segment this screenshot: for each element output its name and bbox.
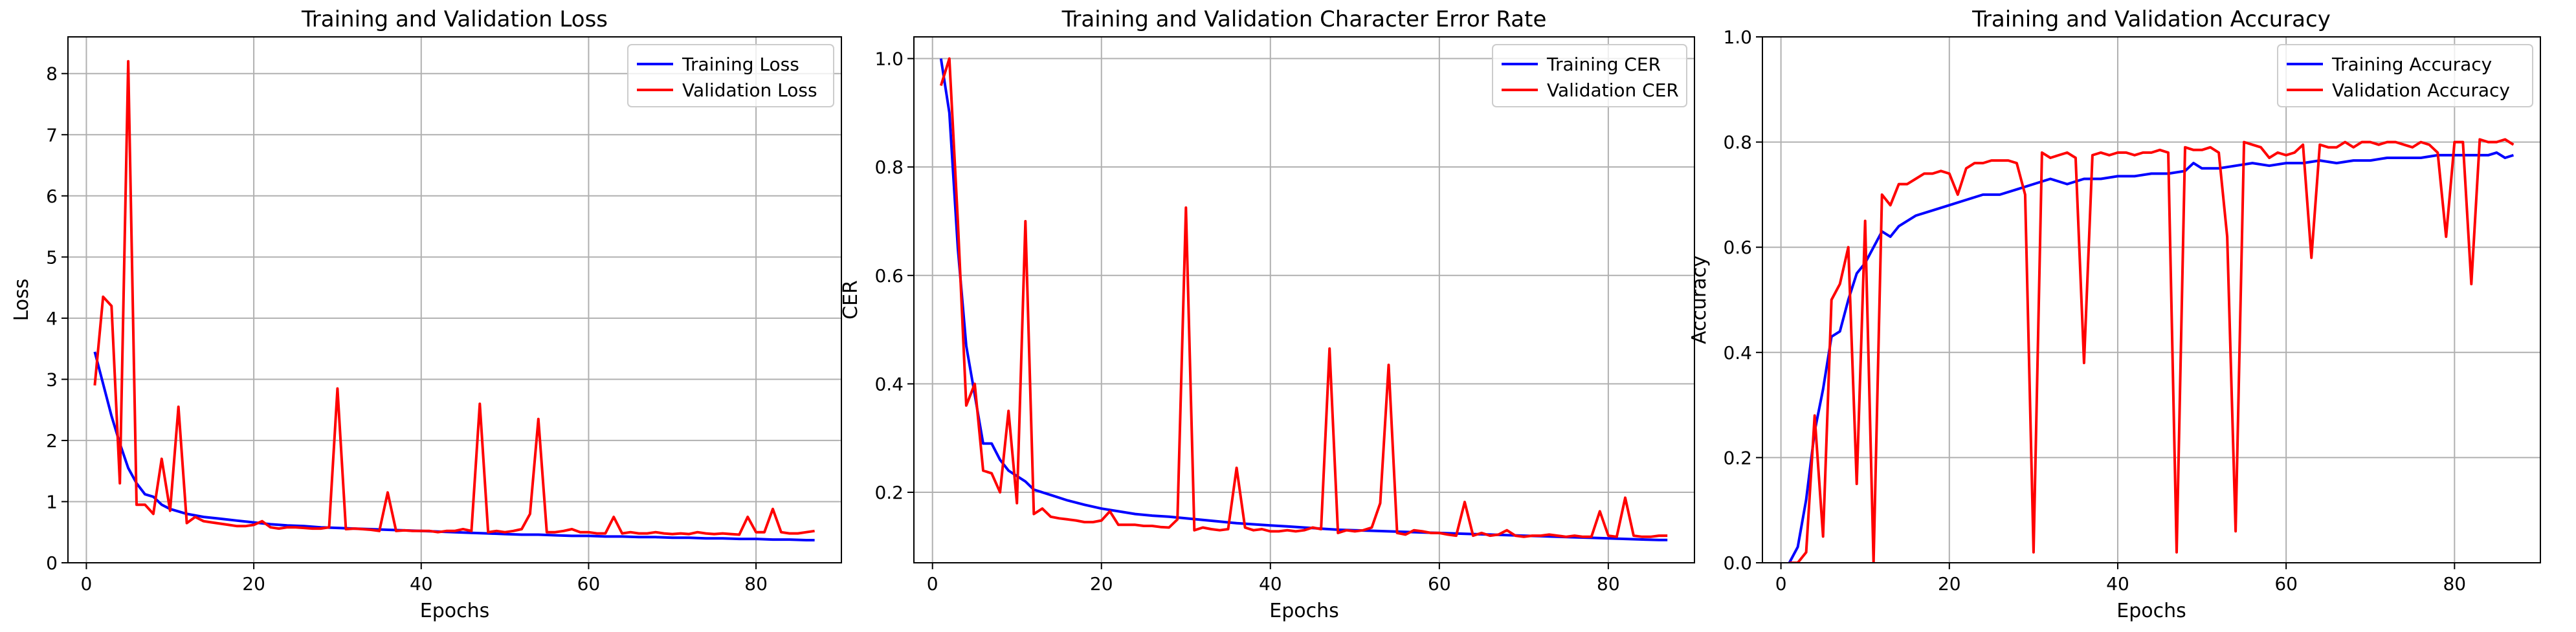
x-axis-label: Epochs <box>2116 600 2186 622</box>
legend: Training Loss Validation Loss <box>627 44 834 107</box>
y-axis-label: Loss <box>10 279 33 321</box>
y-axis-label: Accuracy <box>1688 256 1711 344</box>
legend-label: Validation Accuracy <box>2332 80 2510 101</box>
x-tick-label: 60 <box>1428 573 1451 594</box>
legend-box <box>2277 44 2533 107</box>
y-tick-label: 7 <box>46 124 58 146</box>
x-tick-label: 20 <box>1938 573 1961 594</box>
plot-frame <box>1762 36 2541 563</box>
series-line-training <box>1788 151 2515 563</box>
y-tick-label: 6 <box>46 186 58 207</box>
y-tick-label: 1.0 <box>1723 27 1752 48</box>
x-tick-label: 80 <box>2443 573 2466 594</box>
series-line-training <box>939 58 1668 541</box>
legend-box <box>1492 44 1687 107</box>
y-tick-label: 0.2 <box>1723 447 1752 468</box>
legend: Training Accuracy Validation Accuracy <box>2277 44 2533 107</box>
legend-label: Training Loss <box>682 54 799 75</box>
x-tick-label: 60 <box>2274 573 2298 594</box>
y-tick-label: 0.4 <box>1723 342 1752 364</box>
x-axis-label: Epochs <box>420 600 490 622</box>
x-tick-label: 20 <box>1090 573 1113 594</box>
series-line-validation <box>939 57 1668 538</box>
x-axis-label: Epochs <box>1269 600 1339 622</box>
x-tick-label: 0 <box>1775 573 1787 594</box>
series-line-validation <box>93 60 815 536</box>
chart-loss: 0 20 40 60 80 0 1 2 3 4 5 6 7 8 Training and Validatio… <box>10 6 842 622</box>
x-tick-label: 40 <box>410 573 433 594</box>
x-tick-label: 20 <box>242 573 265 594</box>
plot-frame <box>913 36 1695 563</box>
y-tick-label: 0.6 <box>1723 237 1752 258</box>
x-tick-label: 40 <box>1259 573 1282 594</box>
series-line-validation <box>1789 138 2515 563</box>
legend-label: Training CER <box>1546 54 1661 75</box>
chart-cer: 0 20 40 60 80 0.2 0.4 0.6 0.8 1.0 Training and Val… <box>839 6 1695 622</box>
y-tick-label: 1.0 <box>874 49 904 70</box>
x-tick-label: 80 <box>744 573 768 594</box>
y-tick-label: 5 <box>46 246 58 268</box>
legend: Training CER Validation CER <box>1492 44 1687 107</box>
y-tick-label: 0 <box>46 552 58 574</box>
y-tick-label: 0.0 <box>1723 552 1752 574</box>
x-tick-label: 0 <box>927 573 938 594</box>
y-tick-label: 0.8 <box>874 157 904 178</box>
y-tick-label: 4 <box>46 308 58 329</box>
chart-accuracy: 0 20 40 60 80 0.0 0.2 0.4 0.6 0.8 1.0 Training and … <box>1688 6 2541 622</box>
legend-label: Validation CER <box>1547 80 1679 101</box>
x-tick-label: 40 <box>2106 573 2129 594</box>
y-tick-label: 0.6 <box>874 265 904 287</box>
y-tick-label: 0.8 <box>1723 132 1752 153</box>
y-tick-label: 8 <box>46 63 58 85</box>
y-axis-label: CER <box>839 280 862 320</box>
series-line-training <box>93 351 815 541</box>
y-tick-label: 0.2 <box>874 482 904 503</box>
y-tick-label: 0.4 <box>874 373 904 395</box>
chart-title: Training and Validation Accuracy <box>1971 6 2331 32</box>
y-tick-label: 1 <box>46 491 58 512</box>
chart-title: Training and Validation Character Error … <box>1061 6 1547 32</box>
legend-box <box>627 44 834 107</box>
y-tick-label: 3 <box>46 369 58 390</box>
y-tick-label: 2 <box>46 430 58 452</box>
plot-frame <box>67 36 842 563</box>
x-tick-label: 0 <box>81 573 93 594</box>
x-tick-label: 60 <box>577 573 601 594</box>
x-tick-label: 80 <box>1597 573 1620 594</box>
chart-title: Training and Validation Loss <box>301 6 608 32</box>
legend-label: Training Accuracy <box>2331 54 2492 75</box>
legend-label: Validation Loss <box>682 80 817 101</box>
